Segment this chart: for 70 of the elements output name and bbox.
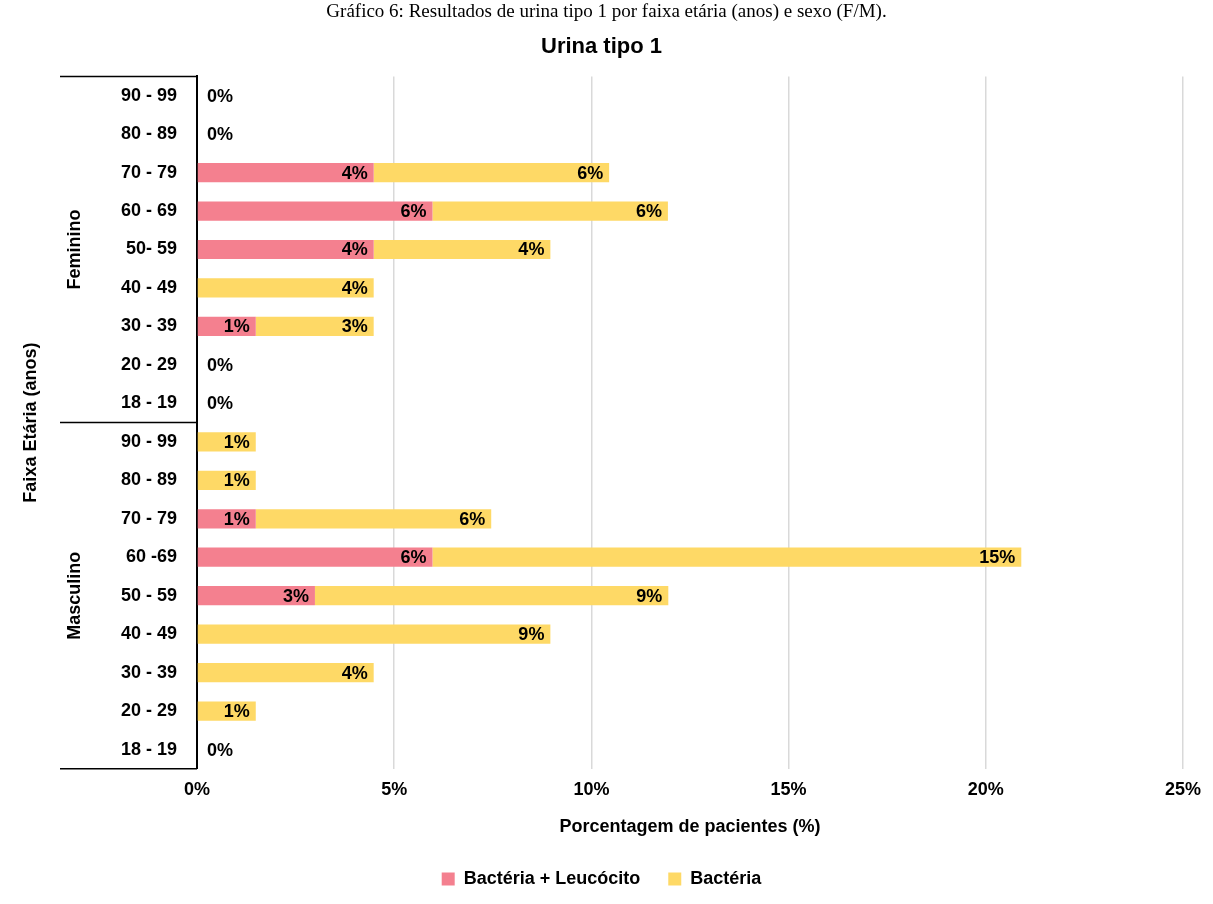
data-label: 9% xyxy=(636,585,663,606)
y-tick-label: 18 - 19 xyxy=(120,392,177,413)
x-tick-label: 0% xyxy=(183,778,211,799)
bar xyxy=(197,278,374,298)
text: Feminino xyxy=(63,209,84,290)
data-label: 3% xyxy=(341,316,368,337)
bar xyxy=(314,586,669,606)
bar xyxy=(432,547,1022,567)
bar xyxy=(373,162,610,183)
data-label: 15% xyxy=(979,547,1016,568)
data-label: 1% xyxy=(223,701,250,722)
y-tick-label: 40 - 49 xyxy=(120,623,177,644)
y-tick-label: 30 - 39 xyxy=(120,661,177,682)
bar xyxy=(197,162,374,183)
x-tick-label: 15% xyxy=(770,778,807,799)
bar xyxy=(197,663,374,683)
data-label: 4% xyxy=(341,239,368,260)
bar xyxy=(197,547,433,567)
data-label: 0% xyxy=(207,393,234,414)
data-label: 1% xyxy=(223,431,250,452)
chart-subtitle: Gráfico 6: Resultados de urina tipo 1 por faixa etária (anos) e sexo (F/M). xyxy=(325,0,888,23)
data-label: 6% xyxy=(400,547,427,568)
y-tick-label: 80 - 89 xyxy=(120,123,177,144)
legend-label: Bactéria xyxy=(690,867,763,888)
data-label: 4% xyxy=(341,277,368,298)
data-label: 6% xyxy=(577,162,604,183)
bar xyxy=(255,509,492,529)
y-tick-label: 70 - 79 xyxy=(120,161,177,182)
x-axis-title: Porcentagem de pacientes (%) xyxy=(559,816,821,837)
y-tick-label: 40 - 49 xyxy=(120,276,177,297)
data-label: 1% xyxy=(223,316,250,337)
y-tick-label: 50 - 59 xyxy=(120,584,177,605)
text: Masculino xyxy=(63,551,84,640)
data-label: 6% xyxy=(635,201,662,221)
y-tick-label: 30 - 39 xyxy=(120,315,177,336)
data-label: 9% xyxy=(518,624,545,645)
bar xyxy=(197,201,433,221)
data-label: 1% xyxy=(223,470,250,491)
y-tick-label: 50- 59 xyxy=(125,238,177,259)
legend-label: Bactéria + Leucócito xyxy=(463,867,641,888)
data-label: 1% xyxy=(223,508,250,529)
data-label: 0% xyxy=(207,354,234,375)
data-label: 4% xyxy=(341,662,368,683)
data-label: 6% xyxy=(459,508,486,529)
x-tick-label: 25% xyxy=(1164,778,1202,799)
data-label: 6% xyxy=(400,201,427,221)
bar xyxy=(432,201,668,221)
data-label: 3% xyxy=(282,585,309,606)
bar xyxy=(197,624,551,644)
x-tick-label: 5% xyxy=(381,778,408,799)
y-tick-label: 60 -69 xyxy=(125,546,177,567)
y-tick-label: 90 - 99 xyxy=(120,84,177,105)
bar xyxy=(197,239,374,260)
y-axis-title: Faixa Etária (anos) xyxy=(19,342,40,503)
data-label: 4% xyxy=(518,239,545,260)
x-tick-label: 20% xyxy=(967,778,1004,799)
y-tick-label: 18 - 19 xyxy=(120,738,177,759)
bar xyxy=(373,239,551,260)
data-label: 0% xyxy=(207,739,234,760)
data-label: 0% xyxy=(207,85,234,106)
y-tick-label: 70 - 79 xyxy=(120,507,177,528)
y-tick-label: 60 - 69 xyxy=(120,200,177,220)
y-tick-label: 20 - 29 xyxy=(120,353,177,374)
y-tick-label: 90 - 99 xyxy=(120,430,177,451)
chart-title: Urina tipo 1 xyxy=(540,33,663,59)
x-tick-label: 10% xyxy=(573,778,610,799)
data-label: 4% xyxy=(341,162,368,183)
y-tick-label: 20 - 29 xyxy=(120,700,177,721)
y-tick-label: 80 - 89 xyxy=(120,469,177,490)
data-label: 0% xyxy=(207,124,234,145)
